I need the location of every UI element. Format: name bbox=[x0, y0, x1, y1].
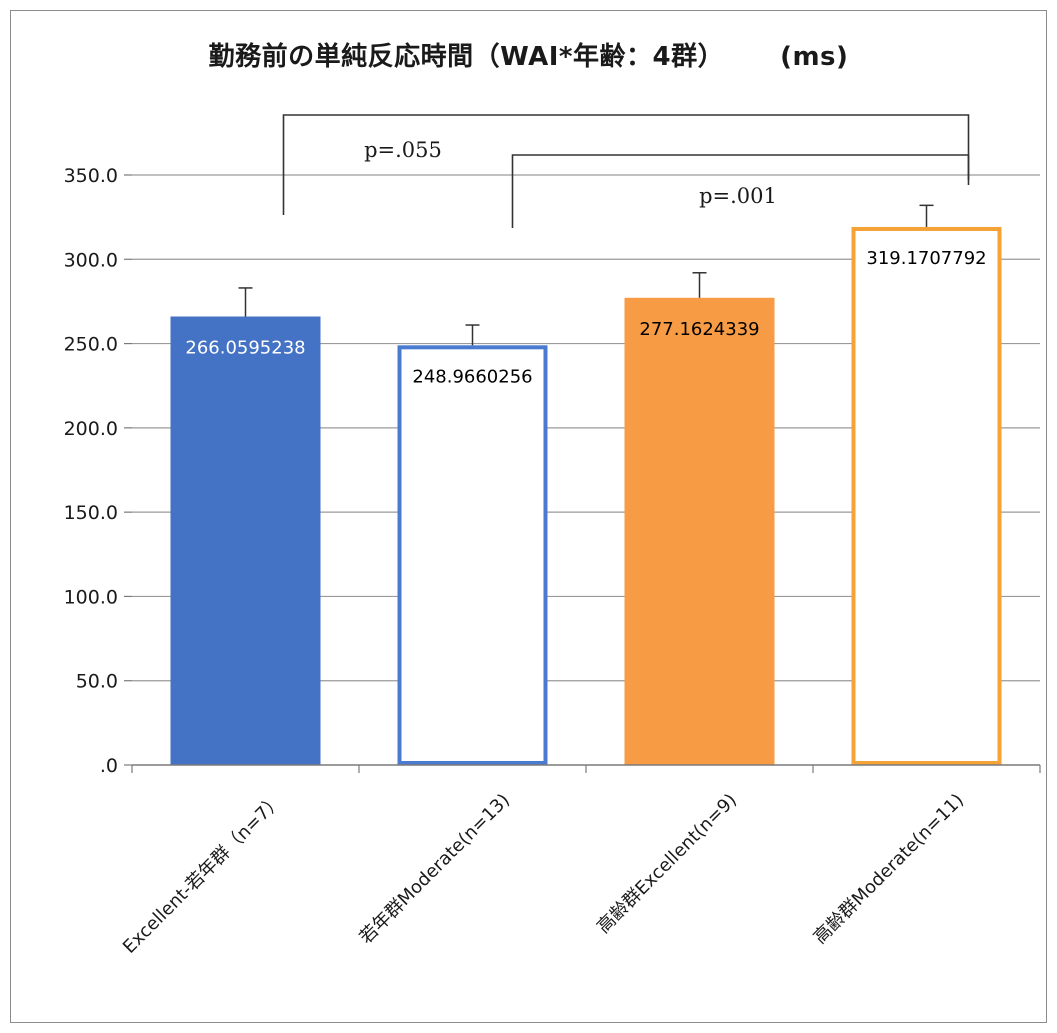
bar bbox=[625, 298, 775, 765]
p-value-label: p=.001 bbox=[699, 184, 777, 208]
y-tick-label: 50.0 bbox=[76, 671, 118, 693]
error-bars bbox=[239, 205, 934, 345]
data-label: 277.1624339 bbox=[639, 319, 759, 340]
bars bbox=[171, 229, 1000, 765]
axes bbox=[132, 765, 1040, 773]
p-value-label: p=.055 bbox=[364, 138, 442, 162]
category-label: 高齢群Moderate(n=11) bbox=[810, 790, 968, 948]
y-tick-label: 200.0 bbox=[64, 418, 118, 440]
significance-brackets: p=.055 p=.001 bbox=[284, 115, 969, 228]
y-tick-label: 350.0 bbox=[64, 165, 118, 187]
bar bbox=[400, 347, 546, 763]
category-label: 若年群Moderate(n=13) bbox=[356, 790, 514, 948]
category-labels: Excellent-若年群（n=7） 若年群Moderate(n=13) 高齢群Ex… bbox=[119, 790, 968, 958]
y-tick-label: 100.0 bbox=[64, 586, 118, 608]
bar bbox=[171, 316, 321, 765]
bar bbox=[854, 229, 1000, 763]
y-tick-label: .0 bbox=[100, 755, 118, 777]
data-label: 248.9660256 bbox=[412, 366, 532, 387]
category-label: Excellent-若年群（n=7） bbox=[119, 790, 287, 958]
category-label: 高齢群Excellent(n=9) bbox=[593, 790, 741, 938]
data-label: 266.0595238 bbox=[185, 337, 305, 358]
significance-bracket bbox=[284, 115, 969, 215]
y-axis-ticks: .0 50.0 100.0 150.0 200.0 250.0 300.0 350.0 bbox=[64, 165, 132, 777]
y-tick-label: 150.0 bbox=[64, 502, 118, 524]
y-tick-label: 300.0 bbox=[64, 249, 118, 271]
y-tick-label: 250.0 bbox=[64, 334, 118, 356]
data-label: 319.1707792 bbox=[866, 248, 986, 269]
